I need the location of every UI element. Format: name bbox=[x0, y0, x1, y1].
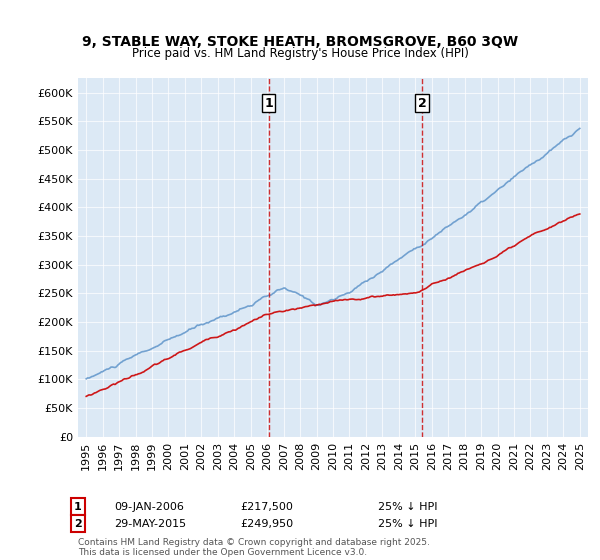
Text: £217,500: £217,500 bbox=[240, 502, 293, 512]
Text: £249,950: £249,950 bbox=[240, 519, 293, 529]
Text: 25% ↓ HPI: 25% ↓ HPI bbox=[378, 519, 437, 529]
Text: 2: 2 bbox=[74, 519, 82, 529]
Text: 29-MAY-2015: 29-MAY-2015 bbox=[114, 519, 186, 529]
Text: 1: 1 bbox=[74, 502, 82, 512]
Text: 1: 1 bbox=[264, 97, 273, 110]
Text: 09-JAN-2006: 09-JAN-2006 bbox=[114, 502, 184, 512]
Text: Price paid vs. HM Land Registry's House Price Index (HPI): Price paid vs. HM Land Registry's House … bbox=[131, 46, 469, 60]
Text: 9, STABLE WAY, STOKE HEATH, BROMSGROVE, B60 3QW: 9, STABLE WAY, STOKE HEATH, BROMSGROVE, … bbox=[82, 35, 518, 49]
Text: Contains HM Land Registry data © Crown copyright and database right 2025.
This d: Contains HM Land Registry data © Crown c… bbox=[78, 538, 430, 557]
Text: 2: 2 bbox=[418, 97, 427, 110]
Text: 25% ↓ HPI: 25% ↓ HPI bbox=[378, 502, 437, 512]
